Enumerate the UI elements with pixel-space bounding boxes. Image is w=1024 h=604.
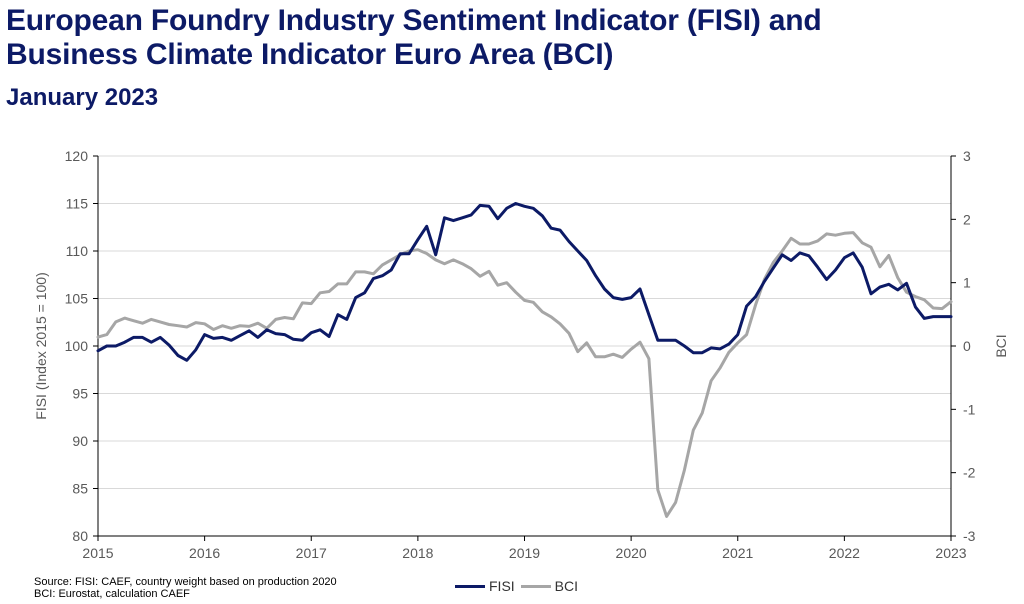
y2-tick-label-4: 1	[963, 275, 971, 291]
source-line-1: Source: FISI: CAEF, country weight based…	[34, 576, 337, 588]
y2-tick-label-3: 0	[963, 338, 971, 354]
axis-layer	[93, 155, 956, 541]
y-tick-label-3: 95	[72, 386, 88, 402]
x-tick-label-4: 2019	[509, 545, 540, 561]
x-tick-label-3: 2018	[402, 545, 433, 561]
chart-title-line-1: European Foundry Industry Sentiment Indi…	[6, 4, 822, 37]
y-tick-label-6: 110	[66, 243, 89, 259]
label-layer: 80 85 90 95 100 105 110 115 120 -3 -2 -1 0 1 2 3 2015 201…	[33, 148, 1009, 561]
y-tick-label-0: 80	[72, 528, 88, 544]
series-layer	[96, 202, 953, 518]
y-tick-label-7: 115	[66, 196, 89, 212]
y-tick-label-5: 105	[65, 291, 89, 307]
legend-label-fisi: FISI	[489, 578, 515, 594]
y2-axis-title: BCI	[993, 334, 1009, 357]
x-tick-label-2: 2017	[296, 545, 327, 561]
x-tick-label-7: 2022	[829, 545, 860, 561]
y2-tick-label-6: 3	[963, 148, 971, 164]
y-tick-label-2: 90	[72, 433, 88, 449]
source-line-2: BCI: Eurostat, calculation CAEF	[34, 588, 190, 600]
y-axis-title: FISI (Index 2015 = 100)	[33, 272, 49, 419]
x-tick-label-5: 2020	[616, 545, 647, 561]
chart-subtitle: January 2023	[6, 84, 159, 111]
x-tick-label-8: 2023	[935, 545, 966, 561]
y-tick-label-8: 120	[65, 148, 89, 164]
chart-title-line-2: Business Climate Indicator Euro Area (BC…	[6, 38, 614, 71]
y2-tick-label-1: -2	[963, 465, 976, 481]
chart-title: European Foundry Industry Sentiment Indi…	[6, 4, 822, 72]
x-tick-label-0: 2015	[82, 545, 113, 561]
legend-swatch-bci	[520, 584, 551, 588]
x-tick-label-1: 2016	[189, 545, 220, 561]
y2-tick-label-5: 2	[963, 211, 971, 227]
y-tick-label-4: 100	[65, 338, 89, 354]
legend: FISI BCI	[455, 578, 584, 594]
legend-item-bci: BCI	[520, 578, 579, 594]
y2-tick-label-2: -1	[963, 401, 976, 417]
series-line-bci	[96, 231, 953, 518]
series-line-fisi	[96, 202, 953, 362]
legend-item-fisi: FISI	[455, 578, 515, 594]
legend-label-bci: BCI	[554, 578, 579, 594]
legend-swatch-fisi	[455, 584, 485, 588]
x-tick-label-6: 2021	[722, 545, 753, 561]
y2-tick-label-0: -3	[963, 528, 976, 544]
source-note: Source: FISI: CAEF, country weight based…	[34, 576, 337, 600]
y-tick-label-1: 85	[72, 481, 88, 497]
